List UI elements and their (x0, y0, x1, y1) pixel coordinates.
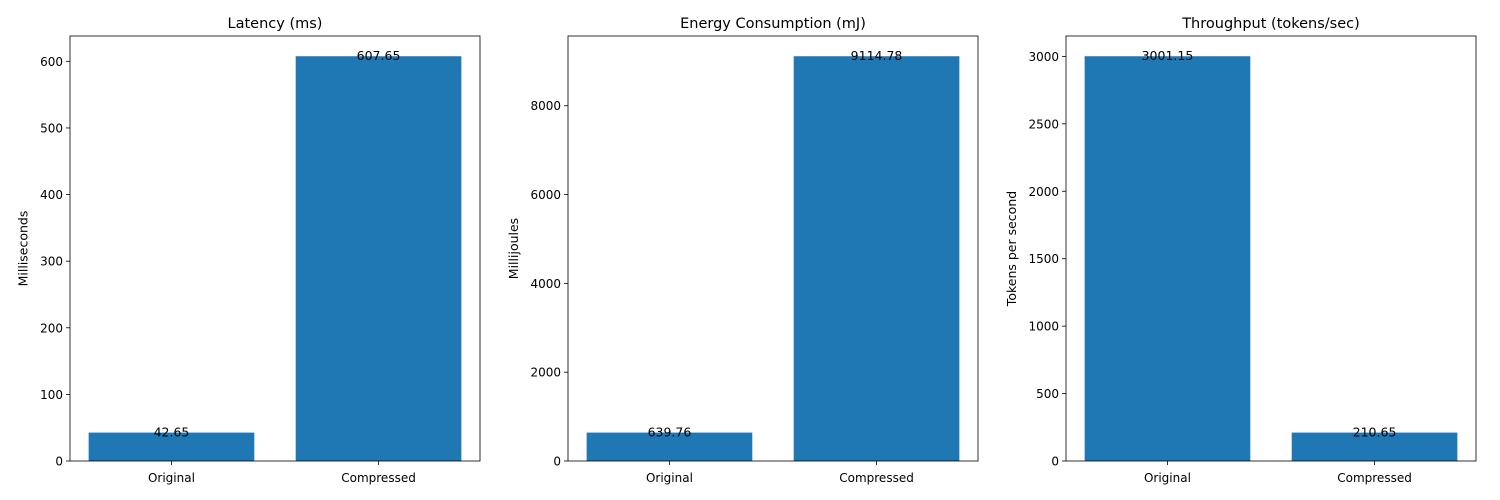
x-tick-label: Compressed (341, 471, 416, 485)
y-tick-label: 8000 (530, 99, 561, 113)
bar-value-label: 42.65 (154, 425, 190, 440)
y-axis-label: Tokens per second (1004, 191, 1019, 307)
bar-original (586, 432, 753, 461)
y-tick-label: 1500 (1028, 252, 1059, 266)
y-tick-label: 2500 (1028, 117, 1059, 131)
bar-value-label: 210.65 (1353, 425, 1397, 440)
y-tick-label: 100 (40, 388, 63, 402)
y-tick-label: 500 (40, 121, 63, 135)
bar-original (1084, 56, 1251, 461)
chart-panel-1: 42.65 Original 607.65 Compressed 0 100 200 300 4… (16, 16, 481, 485)
chart-panel-2: 639.76 Original 9114.78 Compressed 0 2000 4000… (506, 16, 979, 485)
x-tick-label: Compressed (839, 471, 914, 485)
y-tick-label: 0 (553, 455, 561, 469)
bar-value-label: 9114.78 (851, 48, 903, 63)
bar-value-label: 607.65 (357, 48, 401, 63)
y-tick-label: 400 (40, 188, 63, 202)
y-tick-label: 600 (40, 55, 63, 69)
y-tick-label: 300 (40, 255, 63, 269)
y-tick-label: 2000 (530, 366, 561, 380)
x-tick-label: Original (1144, 471, 1191, 485)
y-tick-label: 6000 (530, 188, 561, 202)
x-tick-label: Compressed (1337, 471, 1412, 485)
y-tick-label: 200 (40, 321, 63, 335)
y-axis-label: Millijoules (506, 218, 521, 279)
bar-compressed (793, 56, 960, 461)
y-tick-label: 3000 (1028, 50, 1059, 64)
x-tick-label: Original (646, 471, 693, 485)
y-tick-label: 2000 (1028, 185, 1059, 199)
bar-compressed (1291, 432, 1458, 461)
axes-frame (1065, 35, 1477, 462)
chart-title: Throughput (tokens/sec) (1181, 16, 1360, 32)
chart-panel-3: 3001.15 Original 210.65 Compressed 0 500 1000 1… (1004, 16, 1477, 485)
bar-value-label: 639.76 (648, 425, 692, 440)
y-tick-label: 1000 (1028, 320, 1059, 334)
chart-title: Latency (ms) (228, 16, 323, 32)
y-axis-label: Milliseconds (16, 211, 31, 287)
y-tick-label: 4000 (530, 277, 561, 291)
axes-frame (567, 35, 979, 462)
bar-value-label: 3001.15 (1142, 48, 1194, 63)
axes-frame (69, 35, 481, 462)
y-tick-label: 0 (55, 455, 63, 469)
bar-original (88, 432, 255, 461)
x-tick-label: Original (148, 471, 195, 485)
bar-compressed (295, 56, 462, 461)
y-tick-label: 0 (1051, 455, 1059, 469)
y-tick-label: 500 (1036, 387, 1059, 401)
chart-title: Energy Consumption (mJ) (680, 16, 866, 32)
